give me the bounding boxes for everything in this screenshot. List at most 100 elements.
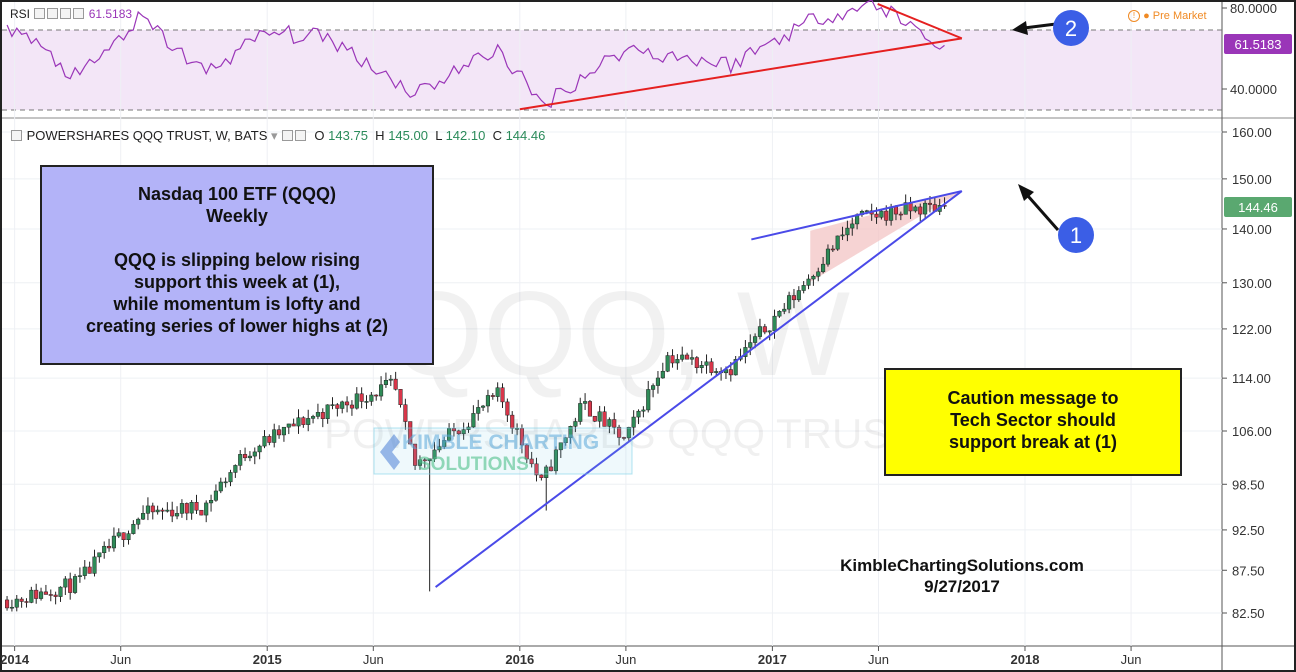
- candle: [325, 404, 330, 424]
- upper-wedge-trendline: [751, 190, 963, 241]
- candle-body: [150, 505, 155, 513]
- candle-body: [495, 387, 500, 397]
- candle-body: [442, 440, 447, 447]
- premarket-indicator[interactable]: ! ● Pre Market: [1128, 10, 1207, 22]
- candle-body: [728, 369, 733, 376]
- signature-site: KimbleChartingSolutions.com: [840, 556, 1084, 575]
- candle: [913, 205, 918, 213]
- candle-body: [427, 458, 432, 462]
- candle: [369, 392, 374, 406]
- marker-2-label: 2: [1065, 16, 1077, 41]
- candle-body: [680, 354, 685, 360]
- rsi-settings-icon[interactable]: [47, 8, 59, 19]
- candle: [403, 398, 408, 430]
- candle-body: [539, 474, 544, 478]
- candle-body: [403, 404, 408, 422]
- rsi-series-line: [6, 0, 945, 109]
- candle-body: [879, 210, 884, 218]
- candle-body: [617, 426, 622, 438]
- candle-body: [58, 586, 63, 597]
- candle: [422, 458, 427, 468]
- candle-body: [393, 378, 398, 390]
- last-price-tag: 144.46: [1238, 200, 1278, 215]
- candle-body: [111, 535, 116, 549]
- symbol-dropdown-icon[interactable]: ▾: [271, 128, 278, 143]
- candle: [345, 396, 350, 413]
- rsi-eye-icon[interactable]: [34, 8, 46, 19]
- candle-body: [5, 599, 10, 609]
- time-tick-label: Jun: [615, 652, 636, 667]
- candle-body: [325, 404, 330, 419]
- candle: [651, 383, 656, 398]
- candle: [58, 586, 63, 602]
- candle: [233, 464, 238, 478]
- logo-line1: KIMBLE CHARTING: [402, 431, 599, 454]
- symbol-eye-icon[interactable]: [282, 130, 294, 141]
- candle-body: [845, 227, 850, 236]
- candle-body: [379, 384, 384, 397]
- candle: [694, 356, 699, 374]
- candle-body: [189, 502, 194, 514]
- candle: [485, 389, 490, 413]
- candle: [709, 358, 714, 376]
- candle: [631, 410, 636, 436]
- candle: [801, 281, 806, 294]
- candle: [262, 430, 267, 449]
- candle-body: [587, 401, 592, 417]
- candle-body: [383, 379, 388, 385]
- candle-body: [670, 355, 675, 364]
- candle: [286, 423, 291, 435]
- candle-body: [456, 430, 461, 435]
- time-tick-label: Jun: [868, 652, 889, 667]
- candle-body: [68, 578, 73, 593]
- candle: [48, 589, 53, 602]
- rsi-close-icon[interactable]: [60, 8, 72, 19]
- collapse-icon[interactable]: [11, 130, 22, 141]
- candle: [680, 346, 685, 362]
- candle: [806, 274, 811, 290]
- candle: [408, 421, 413, 445]
- candle: [272, 423, 277, 448]
- candle: [160, 507, 165, 520]
- candle: [442, 436, 447, 450]
- candle-body: [646, 389, 651, 411]
- candle-body: [247, 455, 252, 459]
- candle: [165, 502, 170, 513]
- candle-body: [651, 385, 656, 390]
- candle-body: [689, 357, 695, 360]
- candle: [374, 394, 379, 401]
- candle: [145, 497, 150, 521]
- candle-body: [607, 419, 612, 427]
- candle: [437, 438, 442, 453]
- candle-body: [675, 359, 680, 364]
- candle: [349, 400, 354, 416]
- candle-body: [296, 417, 301, 427]
- candle: [602, 406, 607, 427]
- symbol-settings-icon[interactable]: [295, 130, 307, 141]
- candle-body: [753, 336, 758, 343]
- candle-body: [874, 213, 879, 218]
- candle: [413, 443, 418, 470]
- rsi-lower-highs-trendline: [877, 3, 963, 40]
- close-value: 144.46: [505, 128, 546, 143]
- candle-body: [597, 411, 602, 422]
- candle: [476, 399, 481, 421]
- candle-body: [481, 405, 486, 408]
- candle-body: [306, 418, 311, 425]
- symbol-title[interactable]: POWERSHARES QQQ TRUST, W, BATS: [26, 128, 268, 143]
- candle-body: [213, 490, 218, 501]
- candle: [553, 446, 558, 475]
- candle-body: [388, 378, 393, 381]
- candle: [111, 527, 116, 552]
- time-tick-label: Jun: [110, 652, 131, 667]
- candle: [53, 591, 58, 605]
- candle-body: [510, 414, 515, 429]
- high-label: H: [375, 128, 385, 143]
- rsi-more-icon[interactable]: [73, 8, 85, 19]
- candle: [825, 244, 831, 267]
- candle-body: [194, 502, 199, 511]
- time-tick-label: 2016: [505, 652, 534, 667]
- candle: [19, 597, 24, 608]
- candle-body: [14, 598, 19, 608]
